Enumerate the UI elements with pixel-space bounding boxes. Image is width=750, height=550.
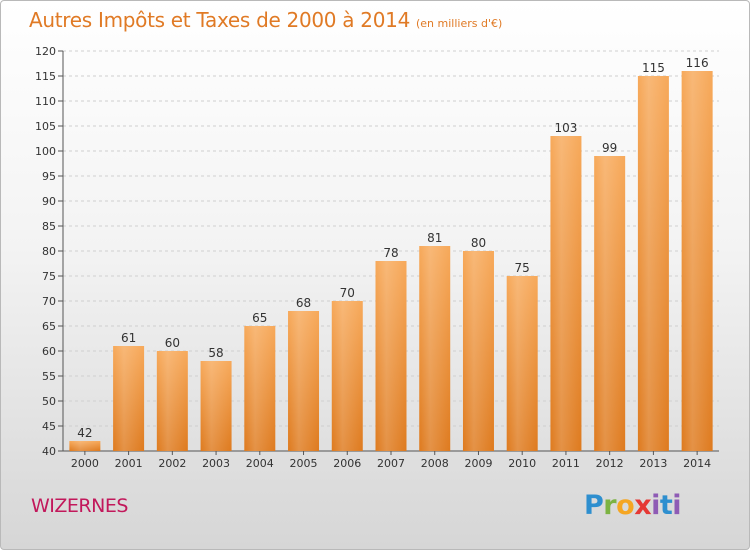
y-tick-label: 80 xyxy=(42,245,56,258)
x-tick-label: 2003 xyxy=(202,457,230,470)
bar-value-label: 42 xyxy=(77,426,92,440)
x-tick-label: 2007 xyxy=(377,457,405,470)
bar-value-label: 103 xyxy=(554,121,577,135)
proxiti-logo: Proxiti xyxy=(584,490,682,521)
value-labels: 42 61 60 58 65 68 70 78 81 80 75 103 99 115 116 xyxy=(77,56,708,440)
y-tick-label: 40 xyxy=(42,445,56,458)
x-tick-label: 2001 xyxy=(115,457,143,470)
x-tick-label: 2002 xyxy=(158,457,186,470)
x-tick-label: 2013 xyxy=(639,457,667,470)
bar-highlight xyxy=(506,276,538,451)
bar-highlight xyxy=(331,301,363,451)
bar-highlight xyxy=(200,361,232,451)
bar-value-label: 65 xyxy=(252,311,267,325)
bar-value-label: 68 xyxy=(296,296,311,310)
bar-value-label: 116 xyxy=(686,56,709,70)
bar-highlight xyxy=(156,351,188,451)
bar-highlight xyxy=(375,261,407,451)
y-tick-label: 70 xyxy=(42,295,56,308)
bar-highlight xyxy=(419,246,451,451)
bar-highlight xyxy=(637,76,669,451)
x-tick-label: 2005 xyxy=(290,457,318,470)
bar-value-label: 99 xyxy=(602,141,617,155)
bar-value-label: 75 xyxy=(515,261,530,275)
x-tick-label: 2012 xyxy=(596,457,624,470)
x-tick-label: 2006 xyxy=(333,457,361,470)
y-tick-label: 45 xyxy=(42,420,56,433)
y-tick-label: 50 xyxy=(42,395,56,408)
y-tick-label: 65 xyxy=(42,320,56,333)
bar-highlight xyxy=(462,251,494,451)
y-tick-label: 105 xyxy=(35,120,56,133)
y-tick-label: 55 xyxy=(42,370,56,383)
bar-highlight xyxy=(113,346,145,451)
y-tick-label: 95 xyxy=(42,170,56,183)
x-tick-label: 2000 xyxy=(71,457,99,470)
x-tick-label: 2004 xyxy=(246,457,274,470)
x-tick-label: 2010 xyxy=(508,457,536,470)
y-tick-label: 75 xyxy=(42,270,56,283)
chart-title-unit: (en milliers d'€) xyxy=(416,17,503,30)
chart-title-main: Autres Impôts et Taxes de 2000 à 2014 xyxy=(29,8,410,32)
bar-highlight xyxy=(244,326,276,451)
bar-value-label: 60 xyxy=(165,336,180,350)
y-tick-label: 120 xyxy=(35,45,56,58)
axes: 40 45 50 55 60 65 70 75 80 85 90 95 100 105 110 115 120 2… xyxy=(35,45,719,470)
bar-value-label: 80 xyxy=(471,236,486,250)
commune-name: WIZERNES xyxy=(31,495,128,517)
bar-value-label: 61 xyxy=(121,331,136,345)
y-tick-label: 90 xyxy=(42,195,56,208)
y-tick-label: 110 xyxy=(35,95,56,108)
x-tick-label: 2011 xyxy=(552,457,580,470)
y-tick-label: 100 xyxy=(35,145,56,158)
y-tick-label: 115 xyxy=(35,70,56,83)
bar-highlight xyxy=(594,156,626,451)
bar-highlight xyxy=(681,71,713,451)
bar-highlight xyxy=(69,441,101,451)
bar-value-label: 58 xyxy=(208,346,223,360)
x-tick-label: 2008 xyxy=(421,457,449,470)
y-tick-label: 85 xyxy=(42,220,56,233)
bar-value-label: 70 xyxy=(340,286,355,300)
bar-value-label: 78 xyxy=(383,246,398,260)
bar-value-label: 81 xyxy=(427,231,442,245)
bar-value-label: 115 xyxy=(642,61,665,75)
bar-highlight xyxy=(550,136,582,451)
chart-title: Autres Impôts et Taxes de 2000 à 2014 (en… xyxy=(29,8,502,32)
bars xyxy=(69,71,713,451)
y-tick-label: 60 xyxy=(42,345,56,358)
x-tick-label: 2014 xyxy=(683,457,711,470)
x-tick-label: 2009 xyxy=(464,457,492,470)
bar-highlight xyxy=(288,311,320,451)
